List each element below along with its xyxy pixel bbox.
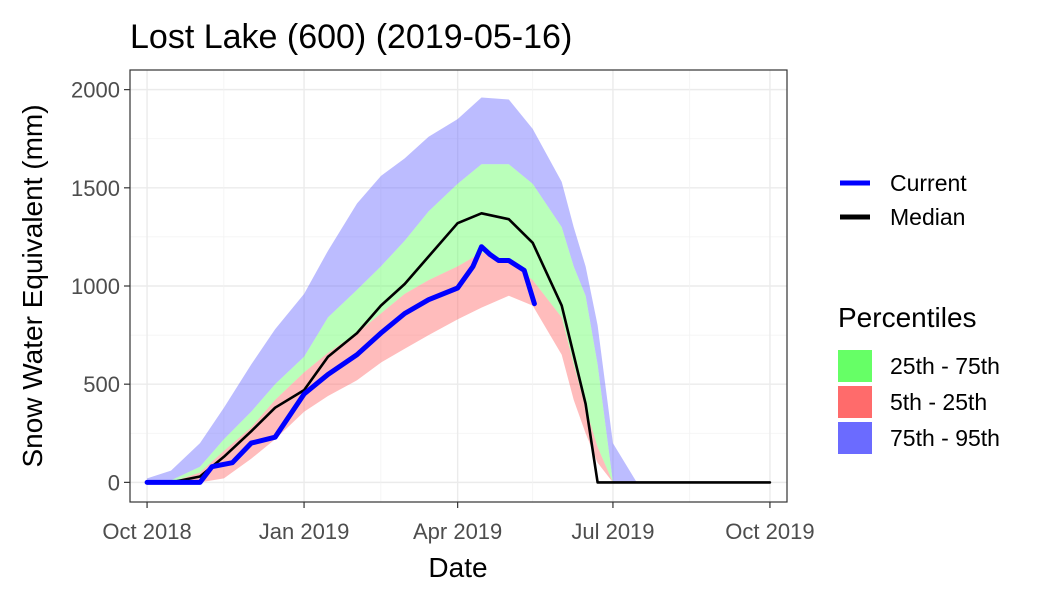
series-line-current (144, 244, 537, 485)
series-lines (144, 212, 772, 485)
x-tick-label: Oct 2018 (102, 519, 191, 544)
legend-key-25-75 (838, 350, 872, 382)
y-tick-label: 0 (108, 470, 120, 495)
x-tick-label: Jan 2019 (259, 519, 350, 544)
y-tick-label: 2000 (71, 78, 120, 103)
legend-label-75-95: 75th - 95th (890, 425, 1000, 451)
legend-label-5-25: 5th - 25th (890, 389, 987, 415)
x-axis-ticks: Oct 2018 Jan 2019 Apr 2019 Jul 2019 Oct 2019 (102, 502, 815, 544)
plot-panel (129, 69, 788, 503)
x-tick-label: Jul 2019 (571, 519, 654, 544)
legend: Current Median Percentiles 25th - 75th 5… (838, 170, 1000, 454)
x-tick-label: Apr 2019 (413, 519, 502, 544)
legend-key-75-95 (838, 422, 872, 454)
legend-label-25-75: 25th - 75th (890, 353, 1000, 379)
y-tick-label: 500 (83, 372, 120, 397)
y-tick-label: 1500 (71, 176, 120, 201)
x-axis-title: Date (428, 552, 487, 583)
band-5-25 (147, 252, 770, 483)
y-axis-title: Snow Water Equivalent (mm) (17, 104, 48, 467)
legend-title-percentiles: Percentiles (838, 302, 977, 333)
x-tick-label: Oct 2019 (725, 519, 814, 544)
legend-label-current: Current (890, 170, 967, 196)
series-line-median (145, 212, 772, 484)
y-tick-label: 1000 (71, 274, 120, 299)
legend-label-median: Median (890, 204, 965, 230)
percentile-bands (147, 97, 770, 483)
y-axis-ticks: 0 500 1000 1500 2000 (71, 78, 130, 495)
chart-title: Lost Lake (600) (2019-05-16) (130, 18, 572, 56)
legend-key-5-25 (838, 386, 872, 418)
band-75-95 (147, 97, 770, 483)
band-25-75 (147, 164, 770, 483)
